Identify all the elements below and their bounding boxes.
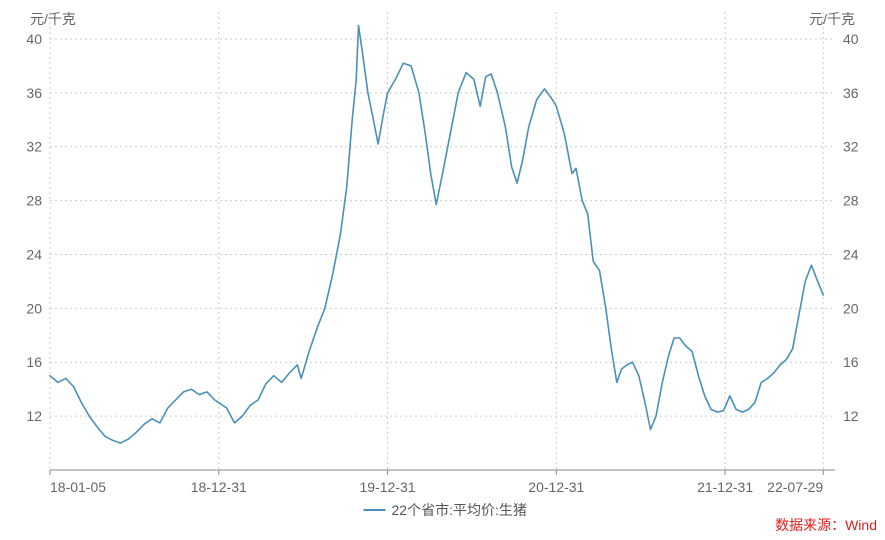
x-tick: 22-07-29	[767, 479, 823, 495]
y-right-tick: 12	[843, 408, 859, 424]
y-right-tick: 16	[843, 354, 859, 370]
y-left-tick: 36	[26, 85, 42, 101]
y-right-tick: 20	[843, 300, 859, 316]
x-tick: 19-12-31	[360, 479, 416, 495]
y-left-tick: 40	[26, 31, 42, 47]
y-left-tick: 20	[26, 300, 42, 316]
y-left-tick: 24	[26, 246, 42, 262]
data-source: 数据来源：Wind	[775, 517, 877, 533]
y-right-label: 元/千克	[809, 11, 855, 27]
y-left-tick: 12	[26, 408, 42, 424]
y-left-tick: 16	[26, 354, 42, 370]
y-left-label: 元/千克	[30, 11, 76, 27]
x-tick: 21-12-31	[697, 479, 753, 495]
legend-label: 22个省市:平均价:生猪	[392, 502, 527, 518]
x-tick: 20-12-31	[528, 479, 584, 495]
y-right-tick: 36	[843, 85, 859, 101]
x-tick: 18-12-31	[191, 479, 247, 495]
y-right-tick: 24	[843, 246, 859, 262]
y-left-tick: 28	[26, 193, 42, 209]
y-right-tick: 32	[843, 139, 859, 155]
y-right-tick: 28	[843, 193, 859, 209]
series-line	[50, 26, 823, 444]
y-left-tick: 32	[26, 139, 42, 155]
chart-container: 12 12 16 16 20 20 24 24 28 28 32 32 36 36 40 40 18-01-05…	[0, 0, 885, 540]
line-chart: 12 12 16 16 20 20 24 24 28 28 32 32 36 36 40 40 18-01-05…	[0, 0, 885, 540]
y-right-tick: 40	[843, 31, 859, 47]
x-tick: 18-01-05	[50, 479, 106, 495]
